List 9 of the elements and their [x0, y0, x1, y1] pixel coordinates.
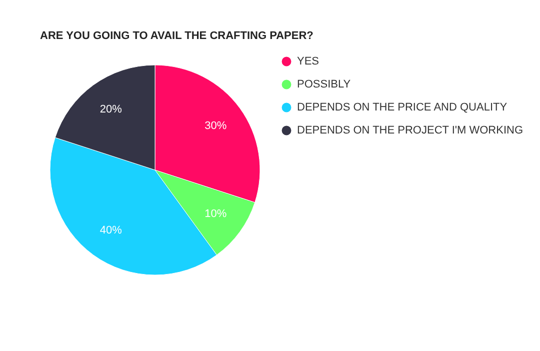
- data-label: 20%: [100, 103, 122, 116]
- legend-label: POSSIBLY: [297, 78, 352, 90]
- data-label: 40%: [100, 224, 122, 237]
- data-label: 10%: [204, 208, 227, 220]
- data-label: 30%: [204, 120, 227, 132]
- legend-label: YES: [297, 56, 320, 68]
- legend-label: DEPENDS ON THE PRICE AND QUALITY: [297, 102, 508, 114]
- legend-label: DEPENDS ON THE PROJECT I'M WORKING: [297, 124, 523, 136]
- chart-title: ARE YOU GOING TO AVAIL THE CRAFTING PAPER?: [40, 30, 314, 42]
